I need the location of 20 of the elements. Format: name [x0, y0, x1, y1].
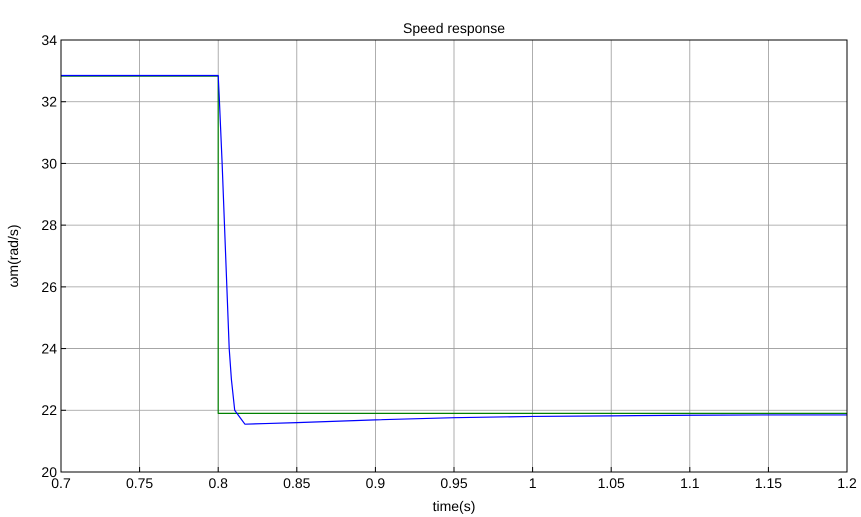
x-tick-label: 1.15 [754, 475, 782, 491]
x-tick-label: 1.1 [680, 475, 700, 491]
chart-title: Speed response [403, 20, 506, 36]
y-tick-label: 26 [41, 278, 58, 295]
x-tick-label: 1.05 [598, 475, 626, 491]
x-tick-label: 1.2 [837, 475, 857, 491]
x-tick-label: 0.95 [440, 475, 468, 491]
y-tick-label: 24 [41, 340, 58, 356]
y-tick-label: 28 [41, 217, 58, 234]
y-tick-label: 34 [41, 32, 58, 48]
y-axis-title: ωm(rad/s) [5, 224, 21, 288]
x-tick-label: 0.8 [208, 475, 228, 491]
x-tick-label: 1 [528, 475, 537, 491]
y-tick-label: 32 [41, 94, 58, 110]
x-axis-title: time(s) [432, 498, 476, 514]
x-tick-label: 0.9 [366, 475, 386, 491]
y-tick-label: 22 [41, 402, 58, 418]
x-tick-label: 0.75 [126, 475, 154, 491]
y-tick-label: 30 [41, 155, 58, 172]
x-tick-label: 0.85 [283, 475, 311, 491]
